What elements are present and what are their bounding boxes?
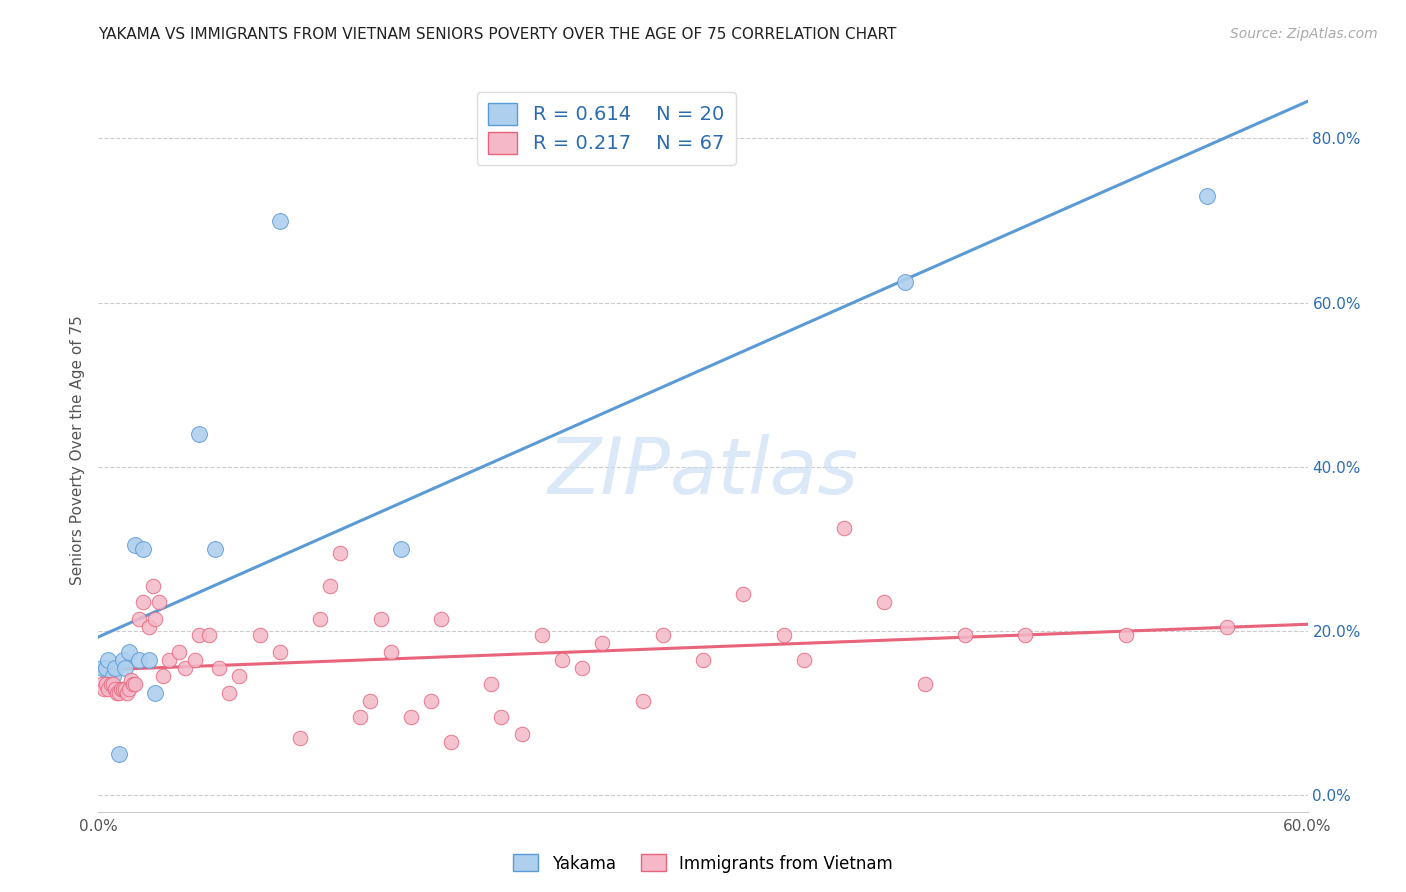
Point [107, 747, 129, 762]
Point [249, 628, 271, 642]
Point [132, 595, 155, 609]
Point [420, 694, 443, 708]
Point [101, 677, 124, 691]
Point [380, 645, 402, 659]
Point [389, 541, 412, 556]
Point [120, 673, 142, 688]
Point [118, 681, 141, 696]
Point [208, 661, 231, 675]
Point [692, 653, 714, 667]
Point [97, 653, 120, 667]
Point [152, 669, 174, 683]
Point [111, 681, 134, 696]
Point [228, 669, 250, 683]
Point [399, 710, 422, 724]
Point [101, 669, 124, 683]
Point [893, 275, 915, 289]
Point [93, 681, 115, 696]
Point [142, 579, 165, 593]
Point [269, 645, 291, 659]
Text: YAKAMA VS IMMIGRANTS FROM VIETNAM SENIORS POVERTY OVER THE AGE OF 75 CORRELATION: YAKAMA VS IMMIGRANTS FROM VIETNAM SENIOR… [98, 27, 897, 42]
Point [103, 661, 125, 675]
Point [167, 645, 190, 659]
Point [491, 710, 513, 724]
Point [148, 595, 170, 609]
Point [772, 628, 794, 642]
Point [1195, 189, 1218, 203]
Point [430, 612, 453, 626]
Point [157, 653, 180, 667]
Point [832, 521, 855, 535]
Point [188, 628, 211, 642]
Point [143, 612, 166, 626]
Legend: Yakama, Immigrants from Vietnam: Yakama, Immigrants from Vietnam [506, 847, 900, 880]
Point [114, 681, 136, 696]
Point [1014, 628, 1036, 642]
Point [110, 681, 132, 696]
Point [105, 686, 128, 700]
Point [319, 579, 342, 593]
Y-axis label: Seniors Poverty Over the Age of 75: Seniors Poverty Over the Age of 75 [69, 316, 84, 585]
Point [651, 628, 673, 642]
Point [360, 694, 382, 708]
Point [107, 686, 129, 700]
Point [218, 686, 240, 700]
Point [329, 546, 352, 560]
Point [188, 427, 211, 442]
Point [1216, 620, 1239, 634]
Point [143, 686, 166, 700]
Point [288, 731, 311, 745]
Point [204, 541, 226, 556]
Point [118, 645, 141, 659]
Legend: R = 0.614    N = 20, R = 0.217    N = 67: R = 0.614 N = 20, R = 0.217 N = 67 [477, 92, 735, 165]
Point [1115, 628, 1137, 642]
Point [873, 595, 896, 609]
Point [914, 677, 936, 691]
Point [269, 213, 291, 227]
Point [198, 628, 221, 642]
Point [953, 628, 976, 642]
Point [97, 681, 120, 696]
Point [100, 677, 122, 691]
Point [370, 612, 392, 626]
Point [111, 653, 134, 667]
Point [132, 541, 155, 556]
Point [481, 677, 503, 691]
Point [124, 538, 146, 552]
Point [128, 612, 150, 626]
Point [103, 681, 125, 696]
Point [530, 628, 553, 642]
Point [124, 677, 146, 691]
Point [510, 727, 533, 741]
Point [309, 612, 332, 626]
Point [96, 677, 118, 691]
Point [349, 710, 371, 724]
Point [440, 735, 463, 749]
Point [96, 661, 118, 675]
Point [115, 686, 138, 700]
Point [733, 587, 755, 601]
Point [138, 653, 160, 667]
Point [591, 636, 613, 650]
Text: ZIPatlas: ZIPatlas [547, 434, 859, 510]
Point [174, 661, 197, 675]
Point [91, 661, 114, 675]
Point [128, 653, 150, 667]
Text: Source: ZipAtlas.com: Source: ZipAtlas.com [1230, 27, 1378, 41]
Point [91, 677, 114, 691]
Point [631, 694, 654, 708]
Point [184, 653, 207, 667]
Point [571, 661, 593, 675]
Point [121, 677, 143, 691]
Point [138, 620, 160, 634]
Point [114, 661, 136, 675]
Point [793, 653, 815, 667]
Point [551, 653, 574, 667]
